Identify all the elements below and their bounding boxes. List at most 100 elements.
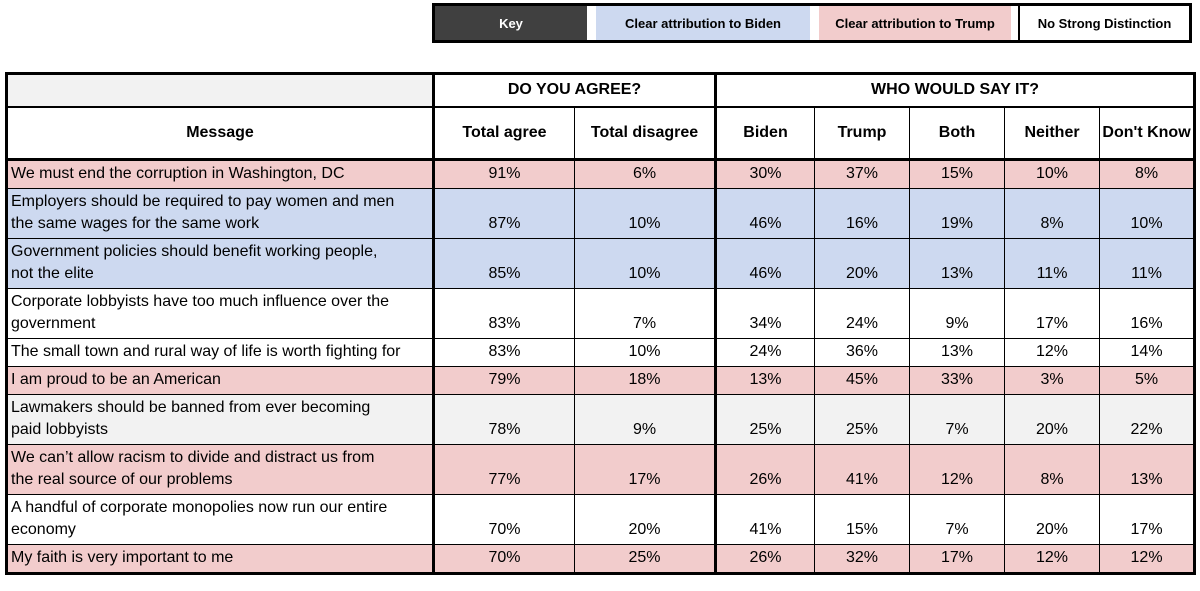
value-cell: 17% bbox=[909, 544, 1006, 574]
value-cell: 5% bbox=[1099, 366, 1196, 395]
value-cell: 9% bbox=[909, 288, 1006, 339]
key-item-no-distinction: No Strong Distinction bbox=[1018, 6, 1189, 40]
value-cell: 46% bbox=[714, 238, 816, 289]
value-cell: 7% bbox=[909, 494, 1006, 545]
value-cell: 46% bbox=[714, 188, 816, 239]
message-cell: Employers should be required to pay wome… bbox=[6, 188, 434, 239]
value-cell: 24% bbox=[714, 338, 816, 367]
message-cell: Lawmakers should be banned from ever bec… bbox=[6, 394, 434, 445]
message-cell: I am proud to be an American bbox=[6, 366, 434, 395]
value-cell: 10% bbox=[573, 188, 717, 239]
table-row: Corporate lobbyists have too much influe… bbox=[6, 288, 1196, 339]
value-cell: 25% bbox=[573, 544, 717, 574]
value-cell: 13% bbox=[909, 338, 1006, 367]
message-cell: A handful of corporate monopolies now ru… bbox=[6, 494, 434, 545]
value-cell: 15% bbox=[814, 494, 911, 545]
value-cell: 22% bbox=[1099, 394, 1196, 445]
value-cell: 77% bbox=[432, 444, 575, 495]
message-cell: The small town and rural way of life is … bbox=[6, 338, 434, 367]
value-cell: 17% bbox=[573, 444, 717, 495]
table-row: We must end the corruption in Washington… bbox=[6, 159, 1196, 189]
value-cell: 83% bbox=[432, 338, 575, 367]
table-row: We can’t allow racism to divide and dist… bbox=[6, 444, 1196, 495]
group-header-do-you-agree: DO YOU AGREE? bbox=[431, 73, 717, 108]
message-cell: We can’t allow racism to divide and dist… bbox=[6, 444, 434, 495]
value-cell: 12% bbox=[1004, 338, 1101, 367]
value-cell: 33% bbox=[909, 366, 1006, 395]
value-cell: 8% bbox=[1099, 159, 1196, 189]
value-cell: 6% bbox=[573, 159, 717, 189]
value-cell: 36% bbox=[814, 338, 911, 367]
value-cell: 20% bbox=[1004, 494, 1101, 545]
column-header-total-disagree: Total disagree bbox=[573, 106, 717, 161]
value-cell: 70% bbox=[432, 544, 575, 574]
value-cell: 13% bbox=[1099, 444, 1196, 495]
value-cell: 79% bbox=[432, 366, 575, 395]
column-header-both: Both bbox=[909, 106, 1006, 161]
value-cell: 85% bbox=[432, 238, 575, 289]
table-row: I am proud to be an American 79% 18% 13% 45%… bbox=[6, 366, 1196, 395]
value-cell: 26% bbox=[714, 444, 816, 495]
value-cell: 30% bbox=[714, 159, 816, 189]
value-cell: 12% bbox=[909, 444, 1006, 495]
column-header-row: Message Total agree Total disagree Biden Tru… bbox=[6, 106, 1196, 161]
key-legend: Key Clear attribution to Biden Clear att… bbox=[432, 3, 1192, 43]
value-cell: 11% bbox=[1004, 238, 1101, 289]
value-cell: 14% bbox=[1099, 338, 1196, 367]
value-cell: 70% bbox=[432, 494, 575, 545]
value-cell: 12% bbox=[1099, 544, 1196, 574]
column-header-neither: Neither bbox=[1004, 106, 1101, 161]
value-cell: 41% bbox=[814, 444, 911, 495]
group-header-row: DO YOU AGREE? WHO WOULD SAY IT? bbox=[6, 73, 1196, 108]
value-cell: 11% bbox=[1099, 238, 1196, 289]
table-row: My faith is very important to me 70% 25% 26… bbox=[6, 544, 1196, 574]
value-cell: 17% bbox=[1099, 494, 1196, 545]
column-header-trump: Trump bbox=[814, 106, 911, 161]
value-cell: 9% bbox=[573, 394, 717, 445]
value-cell: 7% bbox=[909, 394, 1006, 445]
value-cell: 16% bbox=[1099, 288, 1196, 339]
value-cell: 18% bbox=[573, 366, 717, 395]
key-item-trump: Clear attribution to Trump bbox=[819, 6, 1011, 40]
value-cell: 41% bbox=[714, 494, 816, 545]
column-header-biden: Biden bbox=[714, 106, 816, 161]
table-row: A handful of corporate monopolies now ru… bbox=[6, 494, 1196, 545]
value-cell: 3% bbox=[1004, 366, 1101, 395]
value-cell: 24% bbox=[814, 288, 911, 339]
value-cell: 10% bbox=[573, 238, 717, 289]
column-header-don-t-know: Don't Know bbox=[1099, 106, 1196, 161]
value-cell: 20% bbox=[573, 494, 717, 545]
value-cell: 10% bbox=[1004, 159, 1101, 189]
value-cell: 10% bbox=[573, 338, 717, 367]
table-row: The small town and rural way of life is … bbox=[6, 338, 1196, 367]
value-cell: 32% bbox=[814, 544, 911, 574]
value-cell: 12% bbox=[1004, 544, 1101, 574]
key-item-biden: Clear attribution to Biden bbox=[596, 6, 810, 40]
value-cell: 26% bbox=[714, 544, 816, 574]
value-cell: 8% bbox=[1004, 444, 1101, 495]
value-cell: 25% bbox=[814, 394, 911, 445]
value-cell: 16% bbox=[814, 188, 911, 239]
group-header-who-would-say-it: WHO WOULD SAY IT? bbox=[714, 73, 1196, 108]
value-cell: 17% bbox=[1004, 288, 1101, 339]
value-cell: 37% bbox=[814, 159, 911, 189]
value-cell: 13% bbox=[909, 238, 1006, 289]
table-row: Government policies should benefit worki… bbox=[6, 238, 1196, 289]
value-cell: 20% bbox=[1004, 394, 1101, 445]
corner-cell bbox=[6, 73, 434, 108]
message-cell: Government policies should benefit worki… bbox=[6, 238, 434, 289]
value-cell: 20% bbox=[814, 238, 911, 289]
value-cell: 10% bbox=[1099, 188, 1196, 239]
value-cell: 91% bbox=[432, 159, 575, 189]
column-header-message: Message bbox=[6, 106, 434, 161]
value-cell: 45% bbox=[814, 366, 911, 395]
value-cell: 25% bbox=[714, 394, 816, 445]
survey-table: DO YOU AGREE? WHO WOULD SAY IT? Message T… bbox=[5, 72, 1197, 575]
table-row: Lawmakers should be banned from ever bec… bbox=[6, 394, 1196, 445]
value-cell: 13% bbox=[714, 366, 816, 395]
value-cell: 78% bbox=[432, 394, 575, 445]
value-cell: 19% bbox=[909, 188, 1006, 239]
table-row: Employers should be required to pay wome… bbox=[6, 188, 1196, 239]
key-title: Key bbox=[435, 6, 587, 40]
column-header-total-agree: Total agree bbox=[432, 106, 575, 161]
